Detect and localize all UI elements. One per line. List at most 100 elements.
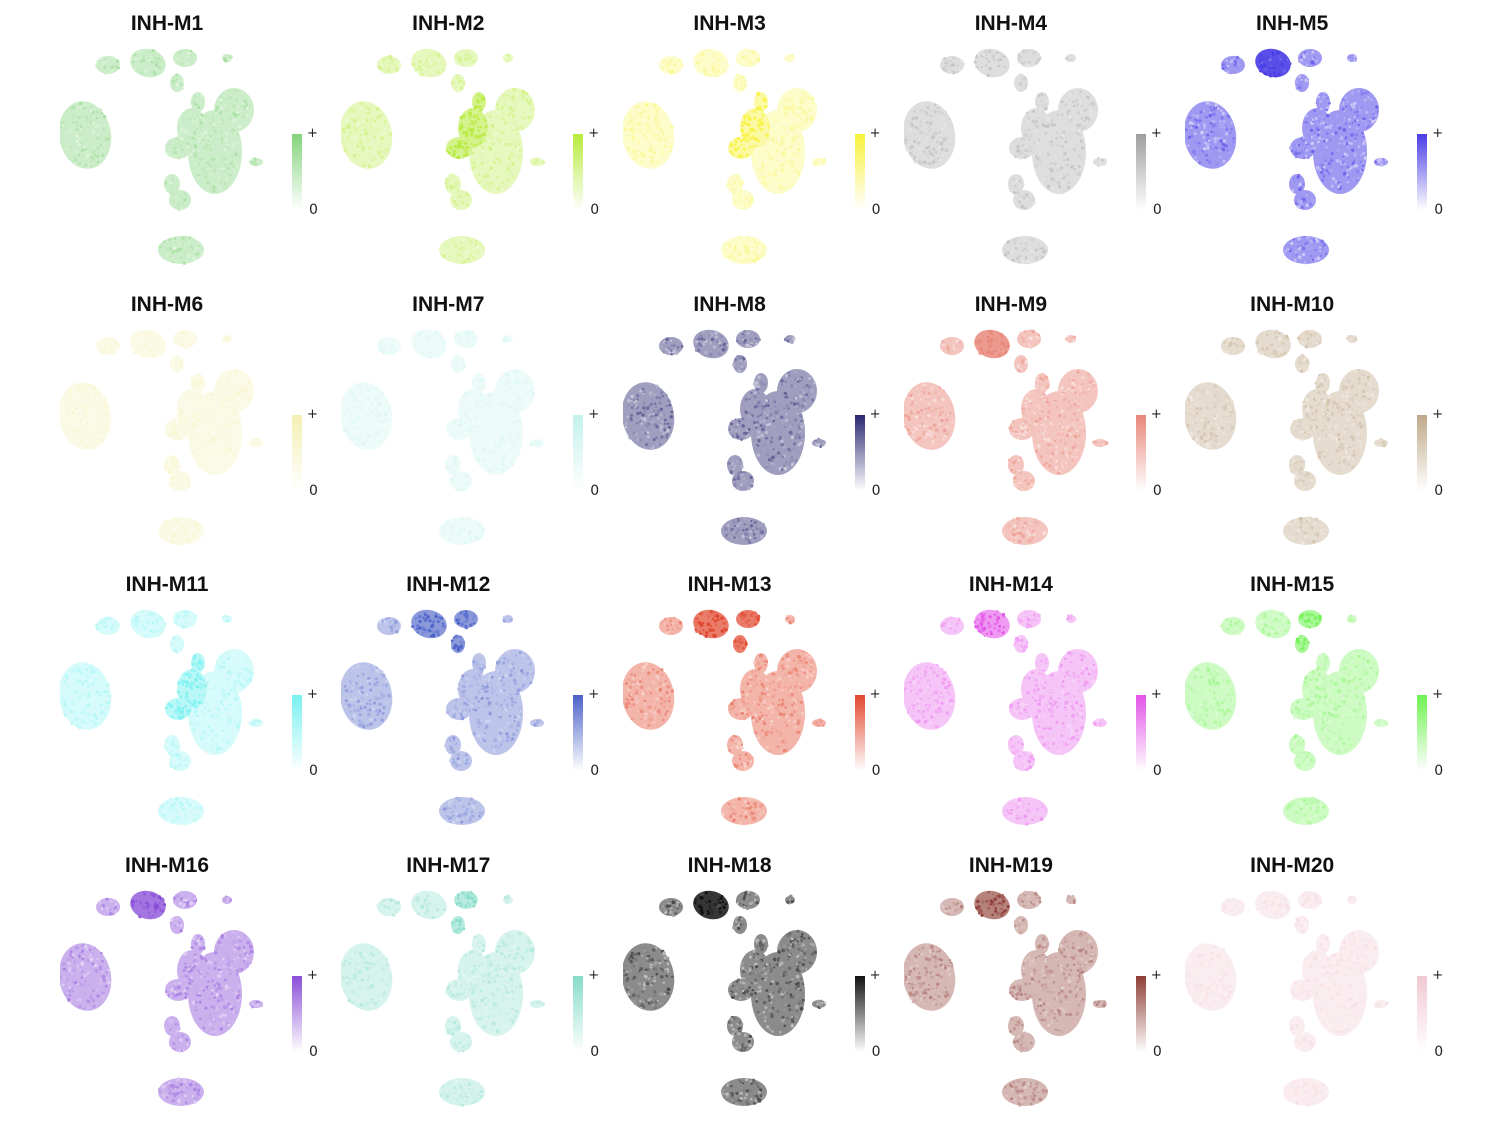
cell-point [935, 108, 939, 112]
cell-point [110, 65, 115, 70]
cell-point [1195, 145, 1199, 149]
cell-point [364, 139, 368, 142]
cell-point [1076, 123, 1080, 128]
cell-point [190, 342, 193, 345]
cell-point [172, 520, 176, 524]
cluster-region [495, 88, 536, 132]
legend-min-label: 0 [871, 202, 881, 218]
cell-point [642, 154, 646, 158]
cell-point [778, 164, 781, 167]
cell-point [227, 435, 231, 438]
cell-point [1214, 103, 1219, 107]
cell-point [1022, 129, 1026, 132]
cell-point [353, 137, 358, 141]
cell-point [1305, 194, 1308, 197]
cell-point [1059, 108, 1064, 112]
cell-point [418, 68, 422, 72]
cell-point [149, 61, 153, 64]
cell-point [214, 452, 218, 455]
cell-point [1020, 260, 1024, 264]
cell-point [501, 436, 505, 439]
cell-point [93, 387, 96, 390]
cell-point [460, 261, 464, 265]
cell-point [374, 119, 377, 123]
cell-point [445, 426, 449, 430]
cell-point [426, 52, 429, 56]
cell-point [523, 111, 526, 114]
cell-point [652, 437, 656, 441]
cell-point [225, 108, 230, 113]
cell-point [752, 238, 755, 242]
cell-point [377, 391, 381, 394]
cell-point [96, 147, 99, 150]
cell-point [973, 60, 977, 64]
cell-point [71, 424, 75, 428]
cell-point [462, 61, 466, 65]
cell-point [421, 351, 425, 355]
cell-point [353, 154, 357, 158]
cell-point [1325, 132, 1329, 135]
cell-point [201, 138, 205, 142]
cell-point [941, 117, 945, 120]
cell-point [1088, 103, 1091, 106]
cell-point [740, 241, 743, 244]
cell-point [160, 249, 164, 252]
cell-point [743, 83, 747, 87]
cell-point [513, 400, 517, 404]
cell-point [1297, 75, 1302, 79]
cell-point [346, 135, 350, 140]
cell-point [342, 413, 346, 417]
cell-point [1045, 124, 1049, 128]
cell-point [490, 469, 493, 472]
cell-point [193, 144, 198, 149]
cell-point [195, 115, 199, 119]
cell-point [1355, 114, 1360, 119]
cell-point [492, 461, 496, 464]
cell-point [1025, 120, 1029, 124]
cell-point [1283, 249, 1287, 254]
cell-point [722, 241, 727, 246]
cell-point [669, 414, 673, 419]
cell-point [1050, 119, 1054, 122]
cell-point [1355, 178, 1359, 182]
cell-point [1345, 105, 1348, 108]
cell-point [1344, 137, 1347, 140]
cell-point [458, 402, 463, 406]
cell-point [246, 114, 249, 117]
cell-point [500, 421, 504, 424]
cell-point [989, 73, 994, 78]
cell-point [229, 173, 233, 177]
cell-point [1308, 151, 1311, 154]
cell-point [168, 466, 173, 471]
cell-point [474, 57, 477, 61]
cell-point [723, 69, 726, 72]
cell-point [226, 133, 230, 136]
cell-point [193, 151, 198, 156]
cell-point [496, 466, 500, 471]
cell-point [169, 362, 172, 365]
cell-point [470, 240, 474, 244]
cell-point [186, 248, 189, 252]
cell-point [205, 144, 209, 148]
cell-point [249, 117, 253, 121]
cell-point [1262, 57, 1265, 61]
cell-point [482, 175, 485, 179]
cell-point [200, 133, 205, 137]
cell-point [940, 128, 943, 131]
cell-point [796, 170, 799, 174]
cell-point [654, 424, 659, 428]
cell-point [172, 193, 175, 196]
cell-point [179, 476, 182, 479]
cell-point [223, 395, 227, 399]
cell-point [481, 161, 485, 165]
cell-point [452, 538, 457, 543]
cell-point [1221, 66, 1225, 70]
cell-point [791, 111, 794, 114]
cell-point [236, 391, 241, 396]
cell-point [704, 65, 709, 69]
cell-point [944, 58, 948, 63]
cell-point [193, 170, 197, 173]
cell-point [1297, 237, 1302, 241]
cell-point [1071, 128, 1074, 132]
cell-point [777, 144, 782, 149]
